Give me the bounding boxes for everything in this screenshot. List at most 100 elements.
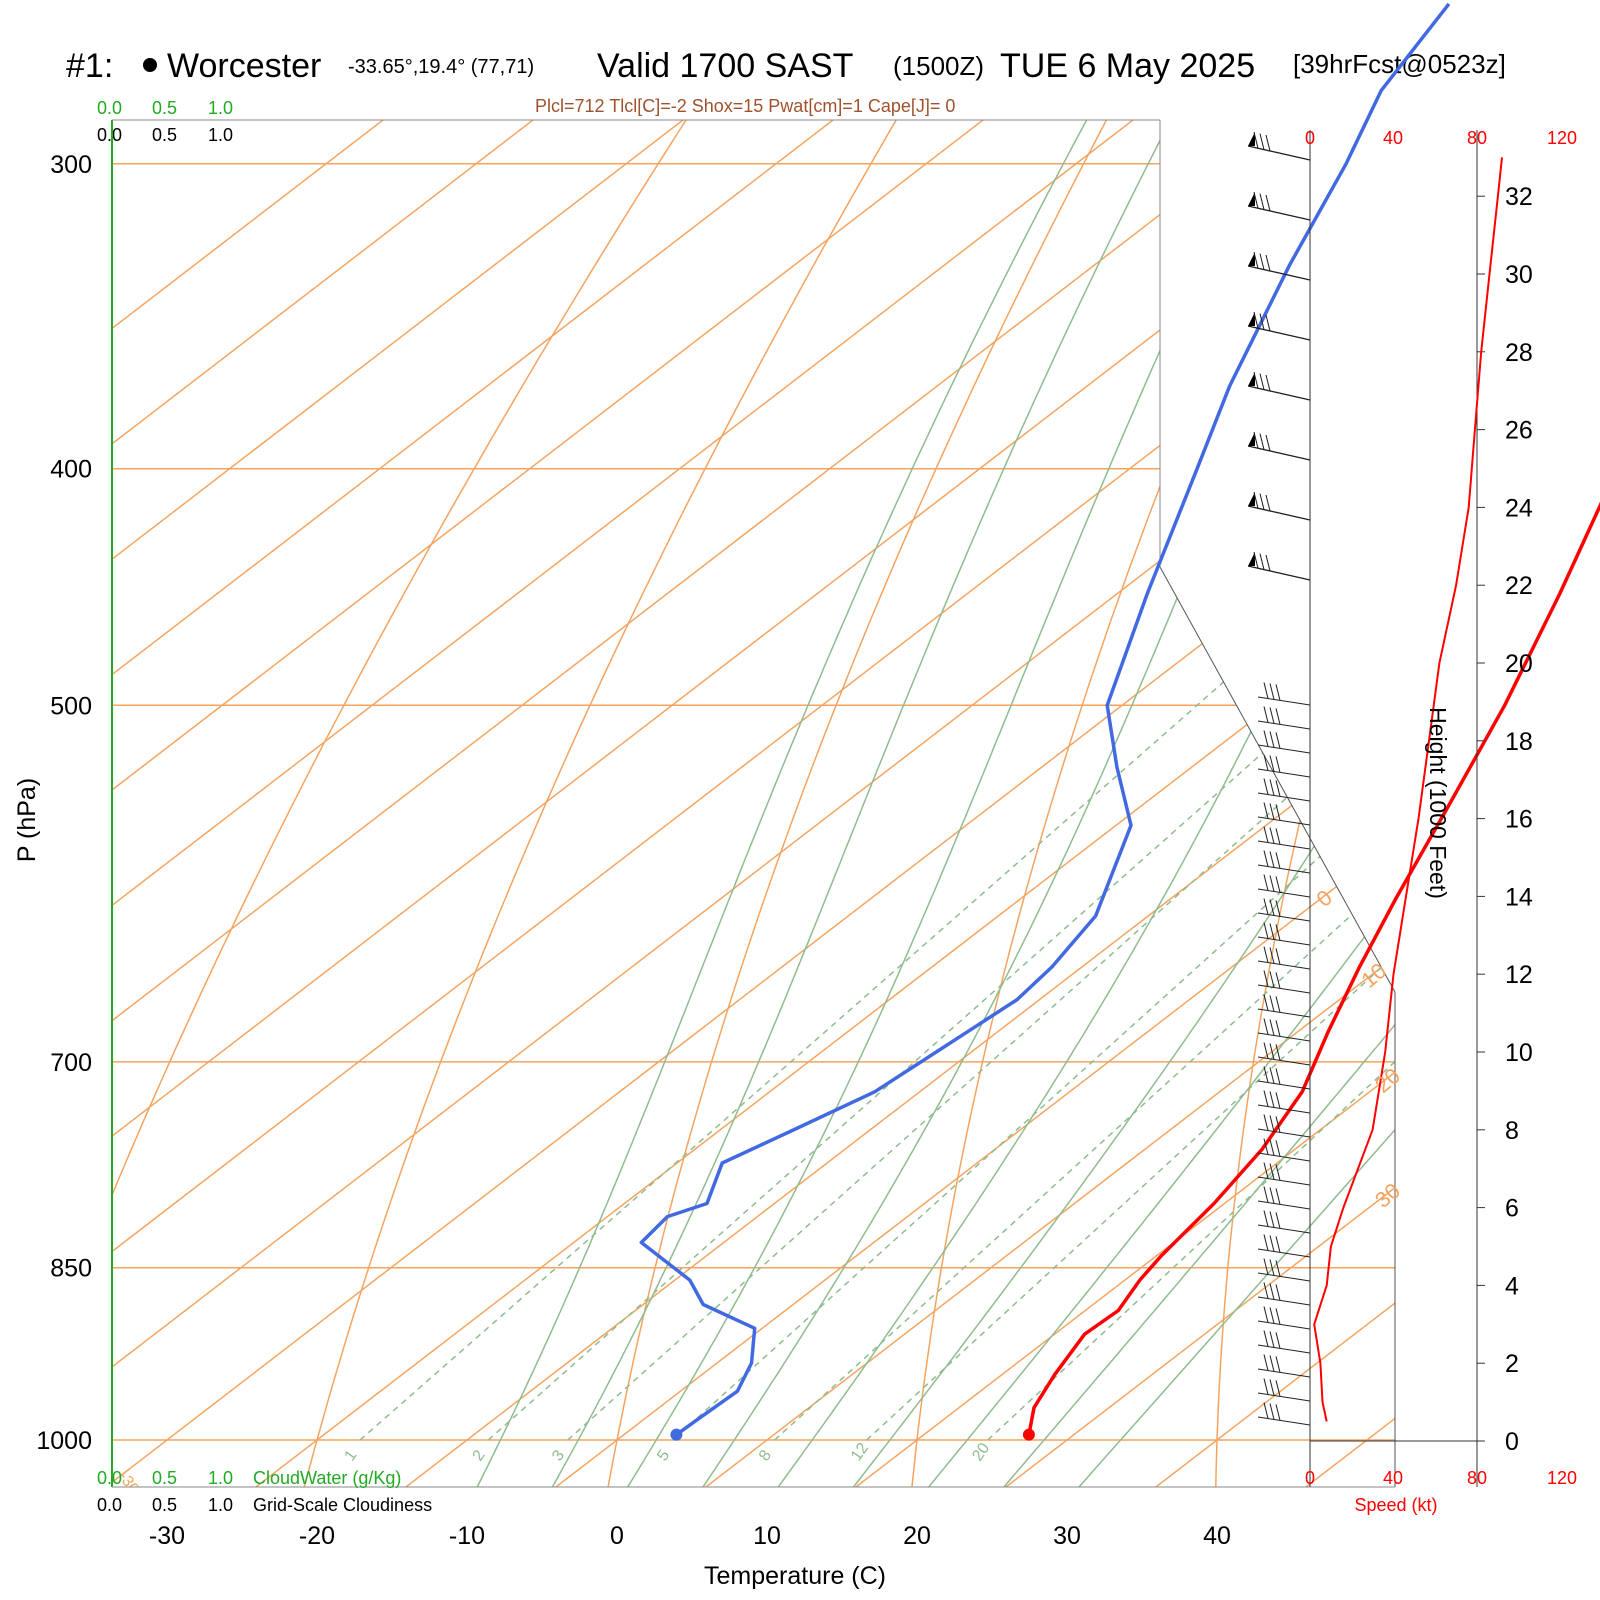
wind-barb-staff — [1257, 840, 1311, 850]
height-tick-label: 4 — [1505, 1272, 1519, 1300]
wind-barb-feather — [1269, 707, 1275, 724]
wind-barb-feather — [1269, 1091, 1275, 1108]
wind-barb-staff — [1257, 1032, 1311, 1042]
cloudwater-tick: 0.0 — [97, 98, 122, 118]
wind-barb-feather — [1263, 682, 1269, 699]
wind-barb-feather — [1275, 1308, 1281, 1325]
wind-barb-staff — [1257, 1344, 1311, 1354]
temperature-tick-label: 10 — [753, 1522, 781, 1550]
wind-barb-pennant — [1248, 432, 1255, 446]
wind-barb-staff — [1247, 565, 1311, 581]
height-axis-label: Height (1000 Feet) — [1425, 707, 1451, 899]
wind-barb-feather — [1265, 554, 1271, 572]
wind-barb-feather — [1263, 1378, 1269, 1395]
wind-barb-feather — [1269, 923, 1275, 940]
wind-barb-staff — [1257, 1104, 1311, 1114]
height-tick-label: 0 — [1505, 1428, 1519, 1456]
cloud-scale-top: 0.0 0.5 1.0 0.0 0.5 1.0 — [97, 98, 233, 145]
pressure-axis-label: P (hPa) — [13, 778, 41, 862]
wind-barb-staff — [1257, 1224, 1311, 1234]
wind-barbs — [1247, 132, 1311, 1426]
wind-barb-feather — [1263, 874, 1269, 891]
pressure-tick-label: 700 — [50, 1049, 92, 1077]
temperature-tick-label: 30 — [1053, 1522, 1081, 1550]
station-dot-icon — [143, 58, 157, 72]
wind-barb-feather — [1263, 1306, 1269, 1323]
wind-barb-feather — [1269, 947, 1275, 964]
temperature-line — [1027, 501, 1600, 1436]
wind-barb-feather — [1269, 1307, 1275, 1324]
wind-barb-feather — [1263, 1018, 1269, 1035]
wind-barb-feather — [1275, 1404, 1281, 1421]
isotherm-line — [112, 120, 635, 1487]
wind-barb-feather — [1269, 1211, 1275, 1228]
cloudiness-tick: 1.0 — [208, 125, 233, 145]
wind-barb-feather — [1259, 133, 1265, 150]
mixing-ratio-label: 2 — [470, 1447, 489, 1464]
speed-tick-top: 40 — [1383, 128, 1403, 148]
moist-adiabat-line — [549, 120, 1275, 1487]
height-tick-label: 8 — [1505, 1117, 1519, 1145]
isotherm-label: 30 — [1370, 1178, 1405, 1213]
wind-barb-feather — [1269, 1163, 1275, 1180]
profiles — [639, 2, 1600, 1441]
wind-barb-feather — [1275, 684, 1281, 701]
wind-barb-feather — [1275, 1260, 1281, 1277]
wind-barb-staff — [1257, 984, 1311, 994]
isotherm-line — [112, 120, 1395, 1487]
mixing-ratio-label: 20 — [969, 1440, 993, 1464]
wind-barb-feather — [1263, 730, 1269, 747]
speed-tick-top: 0 — [1305, 128, 1315, 148]
wind-barb-feather — [1275, 852, 1281, 869]
wind-barb-feather — [1269, 1235, 1275, 1252]
pressure-axis: 2503004005007008501000 — [36, 151, 92, 1455]
temperature-tick-label: 0 — [610, 1522, 624, 1550]
wind-barb-staff — [1247, 145, 1311, 161]
wind-barb-staff — [1257, 1008, 1311, 1018]
wind-barb-feather — [1253, 552, 1259, 569]
wind-barb-staff — [1257, 1200, 1311, 1210]
speed-axis-label: Speed (kt) — [1354, 1495, 1437, 1515]
isotherm-line — [112, 120, 1085, 1487]
wind-barb-staff — [1257, 816, 1311, 826]
wind-barb-staff — [1257, 1248, 1311, 1258]
station-name: Worcester — [167, 47, 321, 85]
wind-barb-feather — [1269, 779, 1275, 796]
isotherm-line — [112, 120, 1395, 1487]
cloudwater-tick: 0.0 — [97, 1468, 122, 1488]
wind-barb-feather — [1263, 1282, 1269, 1299]
speed-tick-bottom: 40 — [1383, 1468, 1403, 1488]
height-tick-label: 14 — [1505, 883, 1533, 911]
isotherm-line — [999, 120, 1395, 1487]
wind-barb-staff — [1247, 325, 1311, 341]
wind-barb-feather — [1269, 683, 1275, 700]
wind-barb-feather — [1263, 850, 1269, 867]
wind-barb-feather — [1263, 922, 1269, 939]
wind-barb-pennant — [1248, 132, 1255, 146]
wind-barb-staff — [1257, 1296, 1311, 1306]
wind-barb-feather — [1269, 1139, 1275, 1156]
wind-barb-staff — [1247, 385, 1311, 401]
wind-barb-feather — [1269, 755, 1275, 772]
wind-barb-feather — [1263, 1090, 1269, 1107]
mixing-ratio-line — [866, 468, 1395, 1441]
wind-barb-staff — [1257, 1320, 1311, 1330]
surface-dewpoint-marker — [670, 1428, 683, 1441]
wind-barb-feather — [1263, 1066, 1269, 1083]
dry-adiabat-line — [302, 120, 1013, 1487]
surface-temperature-marker — [1022, 1428, 1035, 1441]
title-bar: #1: Worcester -33.65°,19.4° (77,71) Vali… — [66, 47, 1506, 116]
wind-barb-feather — [1269, 1067, 1275, 1084]
wind-barb-feather — [1269, 827, 1275, 844]
height-tick-label: 28 — [1505, 339, 1533, 367]
wind-barb-feather — [1275, 828, 1281, 845]
wind-barb-feather — [1275, 1164, 1281, 1181]
wind-barb-feather — [1275, 780, 1281, 797]
temperature-tick-label: 20 — [903, 1522, 931, 1550]
wind-barb-feather — [1263, 706, 1269, 723]
cloudwater-tick: 0.5 — [152, 1468, 177, 1488]
mixing-ratio-label: 3 — [549, 1447, 568, 1464]
plot-frame — [111, 119, 1396, 1488]
moist-adiabat-line — [924, 120, 1395, 1487]
